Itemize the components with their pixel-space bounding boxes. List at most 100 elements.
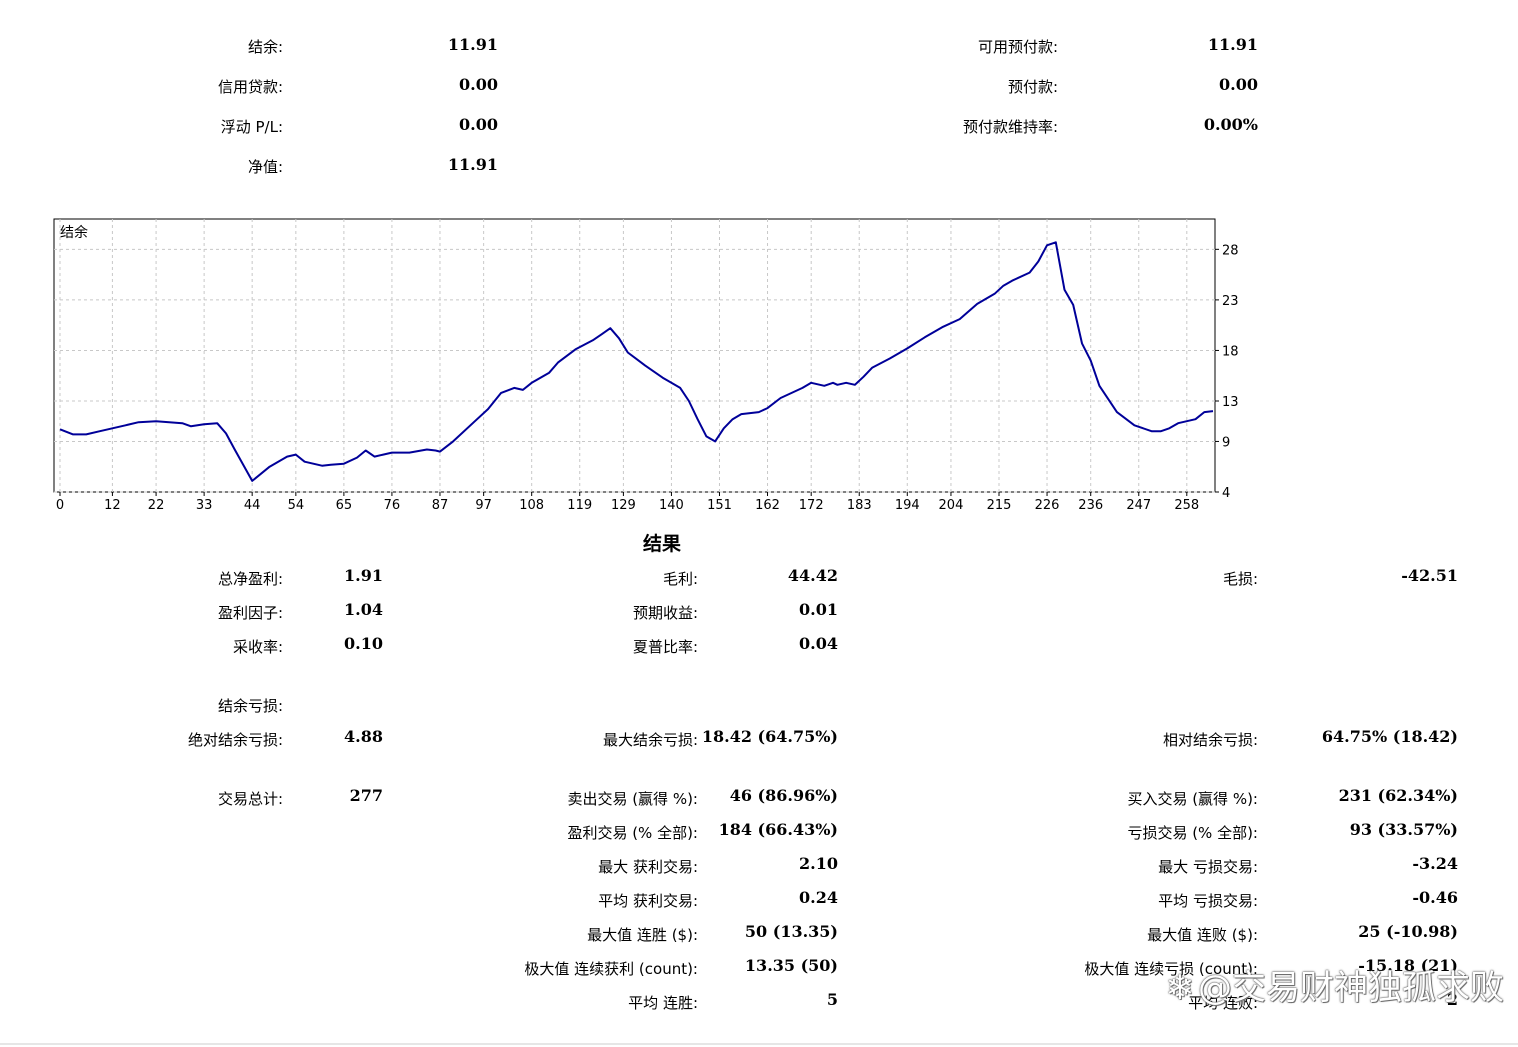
average-loss-label: 平均 亏损交易: [1158, 892, 1258, 910]
y-tick-label: 28 [1222, 243, 1239, 258]
x-tick-label: 151 [707, 498, 732, 513]
x-tick-label: 97 [475, 498, 492, 513]
x-tick-label: 12 [104, 498, 121, 513]
margin-level-label: 预付款维持率: [962, 118, 1058, 136]
max-consecutive-profit-value: 13.35 (50) [744, 956, 838, 975]
margin-value: 0.00 [1219, 75, 1258, 94]
x-tick-label: 129 [611, 498, 636, 513]
expected-payoff-label: 预期收益: [632, 604, 698, 622]
max-drawdown-value: 18.42 (64.75%) [701, 727, 838, 746]
recovery-factor-label: 采收率: [232, 638, 283, 656]
net-profit-value: 1.91 [344, 566, 383, 585]
floating-pl-label: 浮动 P/L: [220, 118, 283, 136]
expected-payoff-value: 0.01 [799, 600, 838, 619]
profit-trades-value: 184 (66.43%) [718, 820, 838, 839]
max-consecutive-wins-label: 最大值 连胜 ($): [587, 926, 698, 944]
x-tick-label: 0 [56, 498, 64, 513]
net-profit-label: 总净盈利: [217, 570, 283, 588]
y-tick-label: 13 [1222, 395, 1239, 410]
x-tick-label: 87 [432, 498, 449, 513]
x-tick-label: 247 [1126, 498, 1151, 513]
x-tick-label: 140 [659, 498, 684, 513]
x-tick-label: 44 [244, 498, 261, 513]
relative-drawdown-label: 相对结余亏损: [1162, 731, 1258, 749]
average-consecutive-losses-value: 2 [1446, 990, 1458, 1009]
results-title: 结果 [643, 533, 682, 555]
snowball-icon: ❄ [1165, 968, 1195, 1008]
max-consecutive-loss-value: -15.18 (21) [1358, 956, 1458, 975]
loss-trades-value: 93 (33.57%) [1349, 820, 1458, 839]
absolute-drawdown-label: 绝对结余亏损: [187, 731, 283, 749]
max-consecutive-wins-value: 50 (13.35) [744, 922, 838, 941]
gross-loss-value: -42.51 [1401, 566, 1458, 585]
x-tick-label: 226 [1035, 498, 1060, 513]
short-trades-value: 46 (86.96%) [729, 786, 838, 805]
x-tick-label: 54 [288, 498, 305, 513]
x-tick-label: 194 [895, 498, 920, 513]
y-tick-label: 4 [1222, 486, 1230, 501]
chart-title: 结余 [60, 224, 88, 241]
average-consecutive-wins-value: 5 [826, 990, 838, 1009]
y-tick-label: 18 [1222, 344, 1239, 359]
balance-value: 11.91 [447, 35, 498, 54]
x-tick-label: 108 [519, 498, 544, 513]
gross-profit-value: 44.42 [787, 566, 838, 585]
average-profit-label: 平均 获利交易: [598, 892, 698, 910]
gross-profit-label: 毛利: [662, 570, 698, 588]
average-loss-value: -0.46 [1412, 888, 1458, 907]
free-margin-label: 可用预付款: [977, 38, 1058, 56]
floating-pl-value: 0.00 [459, 115, 498, 134]
max-consecutive-loss-label: 极大值 连续亏损 (count): [1084, 960, 1258, 978]
x-tick-label: 76 [384, 498, 401, 513]
max-consecutive-losses-label: 最大值 连败 ($): [1147, 926, 1258, 944]
x-tick-label: 183 [847, 498, 872, 513]
long-trades-label: 买入交易 (赢得 %): [1127, 790, 1258, 808]
profit-factor-label: 盈利因子: [217, 604, 283, 622]
equity-value: 11.91 [447, 155, 498, 174]
largest-profit-value: 2.10 [799, 854, 838, 873]
y-tick-label: 9 [1222, 435, 1230, 450]
largest-profit-label: 最大 获利交易: [598, 858, 698, 876]
max-consecutive-losses-value: 25 (-10.98) [1358, 922, 1458, 941]
x-tick-label: 172 [799, 498, 824, 513]
free-margin-value: 11.91 [1207, 35, 1258, 54]
plot-frame [53, 218, 1216, 493]
sharpe-ratio-label: 夏普比率: [632, 638, 698, 656]
balance-drawdown-label: 结余亏损: [217, 697, 283, 715]
largest-loss-value: -3.24 [1412, 854, 1458, 873]
x-tick-label: 33 [196, 498, 213, 513]
average-consecutive-losses-label: 平均 连败: [1188, 994, 1258, 1012]
sharpe-ratio-value: 0.04 [799, 634, 838, 653]
x-tick-label: 258 [1174, 498, 1199, 513]
recovery-factor-value: 0.10 [344, 634, 383, 653]
max-consecutive-profit-label: 极大值 连续获利 (count): [524, 960, 698, 978]
x-tick-label: 215 [987, 498, 1012, 513]
total-trades-value: 277 [349, 786, 383, 805]
profit-factor-value: 1.04 [344, 600, 383, 619]
bottom-divider [0, 1043, 1518, 1045]
balance-label: 结余: [247, 38, 283, 56]
gross-loss-label: 毛损: [1222, 570, 1258, 588]
credit-label: 信用贷款: [217, 78, 283, 96]
balance-chart: 结余 0 12 22 33 44 54 65 76 87 97 108 119 129 140 151 162… [53, 218, 1239, 513]
watermark: ❄ @交易财神独孤求败 [1166, 960, 1505, 1009]
total-trades-label: 交易总计: [217, 790, 283, 808]
largest-loss-label: 最大 亏损交易: [1158, 858, 1258, 876]
x-tick-label: 236 [1078, 498, 1103, 513]
average-profit-value: 0.24 [799, 888, 838, 907]
profit-trades-label: 盈利交易 (% 全部): [567, 824, 698, 842]
watermark-text: @交易财神独孤求败 [1198, 968, 1504, 1008]
y-tick-label: 23 [1222, 294, 1239, 309]
x-tick-label: 162 [755, 498, 780, 513]
relative-drawdown-value: 64.75% (18.42) [1321, 727, 1458, 746]
credit-value: 0.00 [459, 75, 498, 94]
margin-label: 预付款: [1007, 78, 1058, 96]
short-trades-label: 卖出交易 (赢得 %): [567, 790, 698, 808]
max-drawdown-label: 最大结余亏损: [602, 731, 698, 749]
loss-trades-label: 亏损交易 (% 全部): [1127, 824, 1258, 842]
equity-label: 净值: [247, 158, 283, 176]
x-tick-label: 119 [567, 498, 592, 513]
average-consecutive-wins-label: 平均 连胜: [628, 994, 698, 1012]
margin-level-value: 0.00% [1203, 115, 1258, 134]
x-tick-label: 204 [939, 498, 964, 513]
